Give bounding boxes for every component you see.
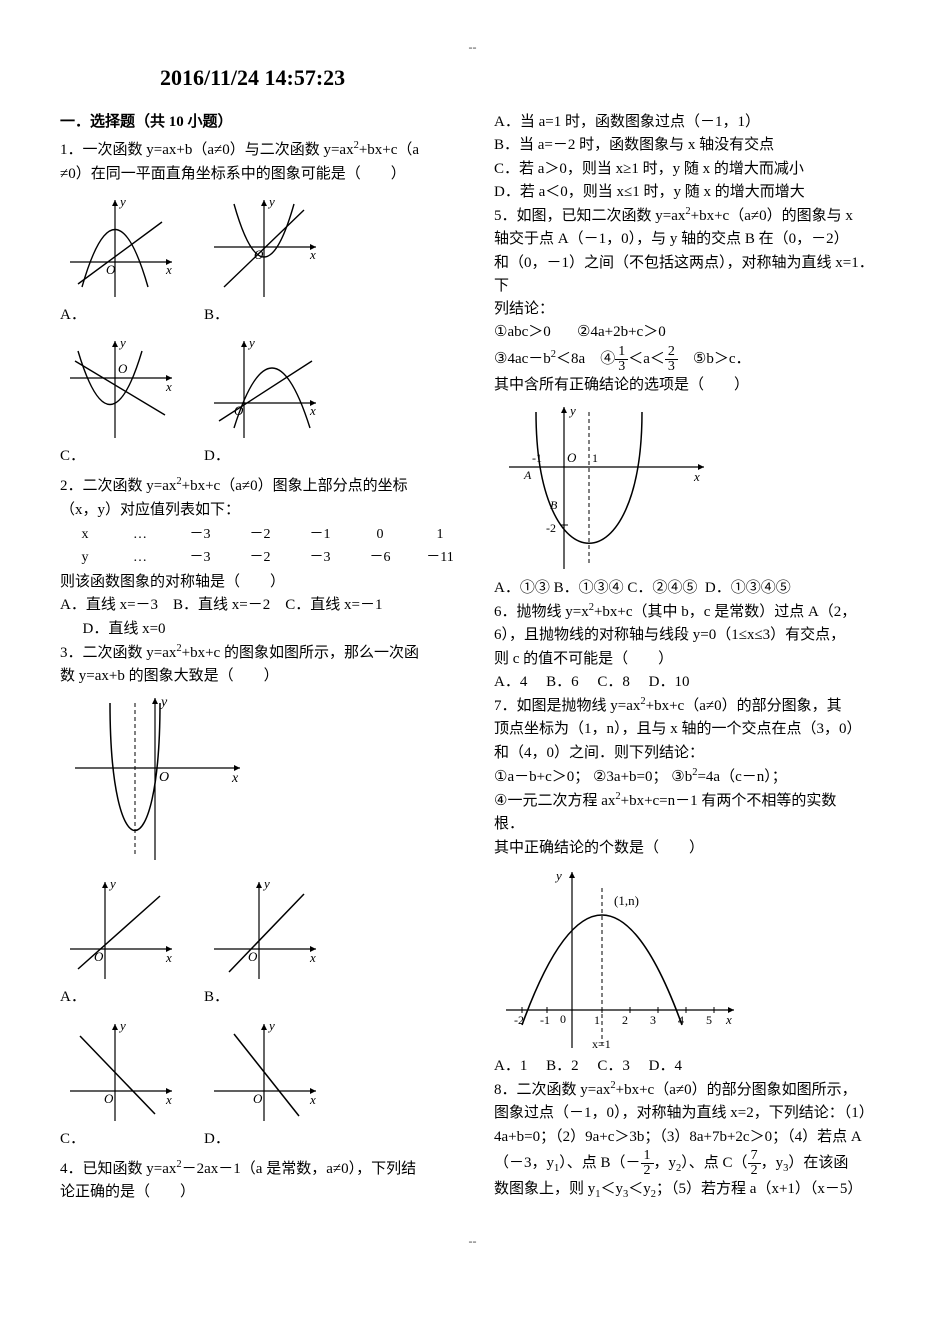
svg-text:-1: -1 — [532, 451, 542, 465]
q1-fig-a: O x y — [60, 192, 180, 302]
q3-fig-a: O x y — [60, 874, 180, 984]
svg-text:x: x — [309, 403, 316, 418]
q1-fig-d: O x y — [204, 333, 324, 443]
q1-fig-c: O x y — [60, 333, 180, 443]
svg-text:1: 1 — [594, 1013, 600, 1027]
q4-opt-a: A．当 a=1 时，函数图象过点（－1，1） — [494, 111, 885, 134]
q5-conds-line1: ①abc＞0 ②4a+2b+c＞0 — [494, 321, 885, 344]
right-column: A．当 a=1 时，函数图象过点（－1，1） B．当 a=－2 时，函数图象与 … — [494, 111, 885, 1204]
svg-text:-2: -2 — [546, 521, 556, 535]
svg-text:x: x — [165, 262, 172, 277]
page-top-marker: -- — [60, 40, 885, 55]
q5-post: 其中含所有正确结论的选项是（ ） — [494, 374, 885, 397]
q1-row1: O x y A． O x — [60, 192, 470, 327]
svg-text:y: y — [267, 1018, 275, 1033]
q2-opts: A．直线 x=－3 B．直线 x=－2 C．直线 x=－1 D．直线 x=0 — [60, 594, 470, 641]
q1-label-d: D． — [204, 445, 230, 468]
q2-stem: 2．二次函数 y=ax2+bx+c（a≠0）图象上部分点的坐标 （x，y）对应值… — [60, 474, 470, 522]
svg-text:3: 3 — [650, 1013, 656, 1027]
svg-text:1: 1 — [592, 451, 598, 465]
svg-text:x: x — [309, 247, 316, 262]
q3-label-a: A． — [60, 986, 86, 1009]
q3-label-b: B． — [204, 986, 229, 1009]
q6-opts: A．4 B．6 C．8 D．10 — [494, 671, 885, 694]
q1-label-c: C． — [60, 445, 85, 468]
q5-conds-line2: ③4ac－b2＜8a ④13＜a＜23 ⑤b＞c． — [494, 345, 885, 374]
q3-stem: 3．二次函数 y=ax2+bx+c 的图象如图所示，那么一次函 数 y=ax+b… — [60, 641, 470, 689]
q3-fig-d: O x y — [204, 1016, 324, 1126]
svg-text:5: 5 — [706, 1013, 712, 1027]
svg-text:x: x — [309, 950, 316, 965]
q1-fig-b: O x y — [204, 192, 324, 302]
q4-opt-b: B．当 a=－2 时，函数图象与 x 轴没有交点 — [494, 134, 885, 157]
svg-text:y: y — [118, 194, 126, 209]
svg-text:A: A — [523, 468, 532, 482]
svg-text:O: O — [106, 262, 116, 277]
q1-label-a: A． — [60, 304, 86, 327]
svg-text:y: y — [118, 335, 126, 350]
svg-text:y: y — [554, 868, 562, 883]
left-column: 一．选择题（共 10 小题） 1．一次函数 y=ax+b（a≠0）与二次函数 y… — [60, 111, 470, 1204]
q4-stem: 4．已知函数 y=ax2－2ax－1（a 是常数，a≠0），下列结 论正确的是（… — [60, 1157, 470, 1205]
timestamp: 2016/11/24 14:57:23 — [160, 65, 885, 91]
q4-opt-c: C．若 a＞0，则当 x≥1 时，y 随 x 的增大而减小 — [494, 158, 885, 181]
svg-text:y: y — [118, 1018, 126, 1033]
q1-label-b: B． — [204, 304, 229, 327]
svg-text:-2: -2 — [514, 1013, 524, 1027]
q7-opts: A．1 B．2 C．3 D．4 — [494, 1055, 885, 1078]
svg-text:x: x — [231, 771, 239, 786]
q7-fig: 0 x y (1,n) x=1 -2 -1 1 2 3 4 5 — [494, 860, 744, 1055]
q5-stem: 5．如图，已知二次函数 y=ax2+bx+c（a≠0）的图象与 x 轴交于点 A… — [494, 204, 885, 321]
svg-text:x: x — [165, 950, 172, 965]
svg-text:x: x — [165, 1092, 172, 1107]
q3-row2: O x y C． O x y — [60, 1016, 470, 1151]
q3-main-fig: O x y — [60, 688, 250, 868]
svg-text:O: O — [104, 1091, 114, 1106]
page-bottom-marker: -- — [60, 1234, 885, 1249]
q7-stem: 7．如图是抛物线 y=ax2+bx+c（a≠0）的部分图象，其 顶点坐标为（1，… — [494, 694, 885, 765]
svg-text:y: y — [108, 876, 116, 891]
q5-fig: O x y -1 1 -2 A B — [494, 397, 714, 577]
svg-text:O: O — [567, 450, 577, 465]
q2-table: x … －3 －2 －1 0 1 y … －3 －2 －3 －6 －11 — [60, 524, 470, 569]
q7-post: 其中正确结论的个数是（ ） — [494, 837, 885, 860]
svg-text:y: y — [247, 335, 255, 350]
q3-label-d: D． — [204, 1128, 230, 1151]
svg-text:2: 2 — [622, 1013, 628, 1027]
svg-text:O: O — [118, 361, 128, 376]
svg-text:B: B — [550, 498, 558, 512]
svg-text:O: O — [253, 1091, 263, 1106]
svg-text:(1,n): (1,n) — [614, 893, 639, 908]
svg-text:x: x — [693, 469, 700, 484]
q8-stem: 8．二次函数 y=ax2+bx+c（a≠0）的部分图象如图所示， 图象过点（－1… — [494, 1078, 885, 1203]
q1-stem: 1．一次函数 y=ax+b（a≠0）与二次函数 y=ax2+bx+c（a ≠0）… — [60, 138, 470, 186]
svg-text:-1: -1 — [540, 1013, 550, 1027]
q3-fig-b: O x y — [204, 874, 324, 984]
svg-text:x: x — [165, 379, 172, 394]
svg-text:x: x — [725, 1012, 732, 1027]
svg-text:y: y — [267, 194, 275, 209]
section-title: 一．选择题（共 10 小题） — [60, 111, 470, 134]
svg-text:x: x — [309, 1092, 316, 1107]
svg-text:4: 4 — [678, 1013, 684, 1027]
q1-row2: O x y C． O x — [60, 333, 470, 468]
svg-text:O: O — [159, 770, 169, 785]
q5-opts: A．①③ B．①③④ C．②④⑤ D．①③④⑤ — [494, 577, 885, 600]
svg-text:x=1: x=1 — [592, 1037, 611, 1051]
q7-conds: ①a－b+c＞0； ②3a+b=0； ③b2=4a（c－n）； ④一元二次方程 … — [494, 765, 885, 837]
q3-fig-c: O x y — [60, 1016, 180, 1126]
svg-text:y: y — [262, 876, 270, 891]
q4-opt-d: D．若 a＜0，则当 x≤1 时，y 随 x 的增大而增大 — [494, 181, 885, 204]
q3-row1: O x y A． O x y — [60, 874, 470, 1009]
svg-text:y: y — [568, 403, 576, 418]
q2-post: 则该函数图象的对称轴是（ ） — [60, 571, 470, 594]
svg-text:0: 0 — [560, 1012, 566, 1026]
q3-label-c: C． — [60, 1128, 85, 1151]
q6-stem: 6．抛物线 y=x2+bx+c（其中 b，c 是常数）过点 A（2， 6），且抛… — [494, 600, 885, 671]
